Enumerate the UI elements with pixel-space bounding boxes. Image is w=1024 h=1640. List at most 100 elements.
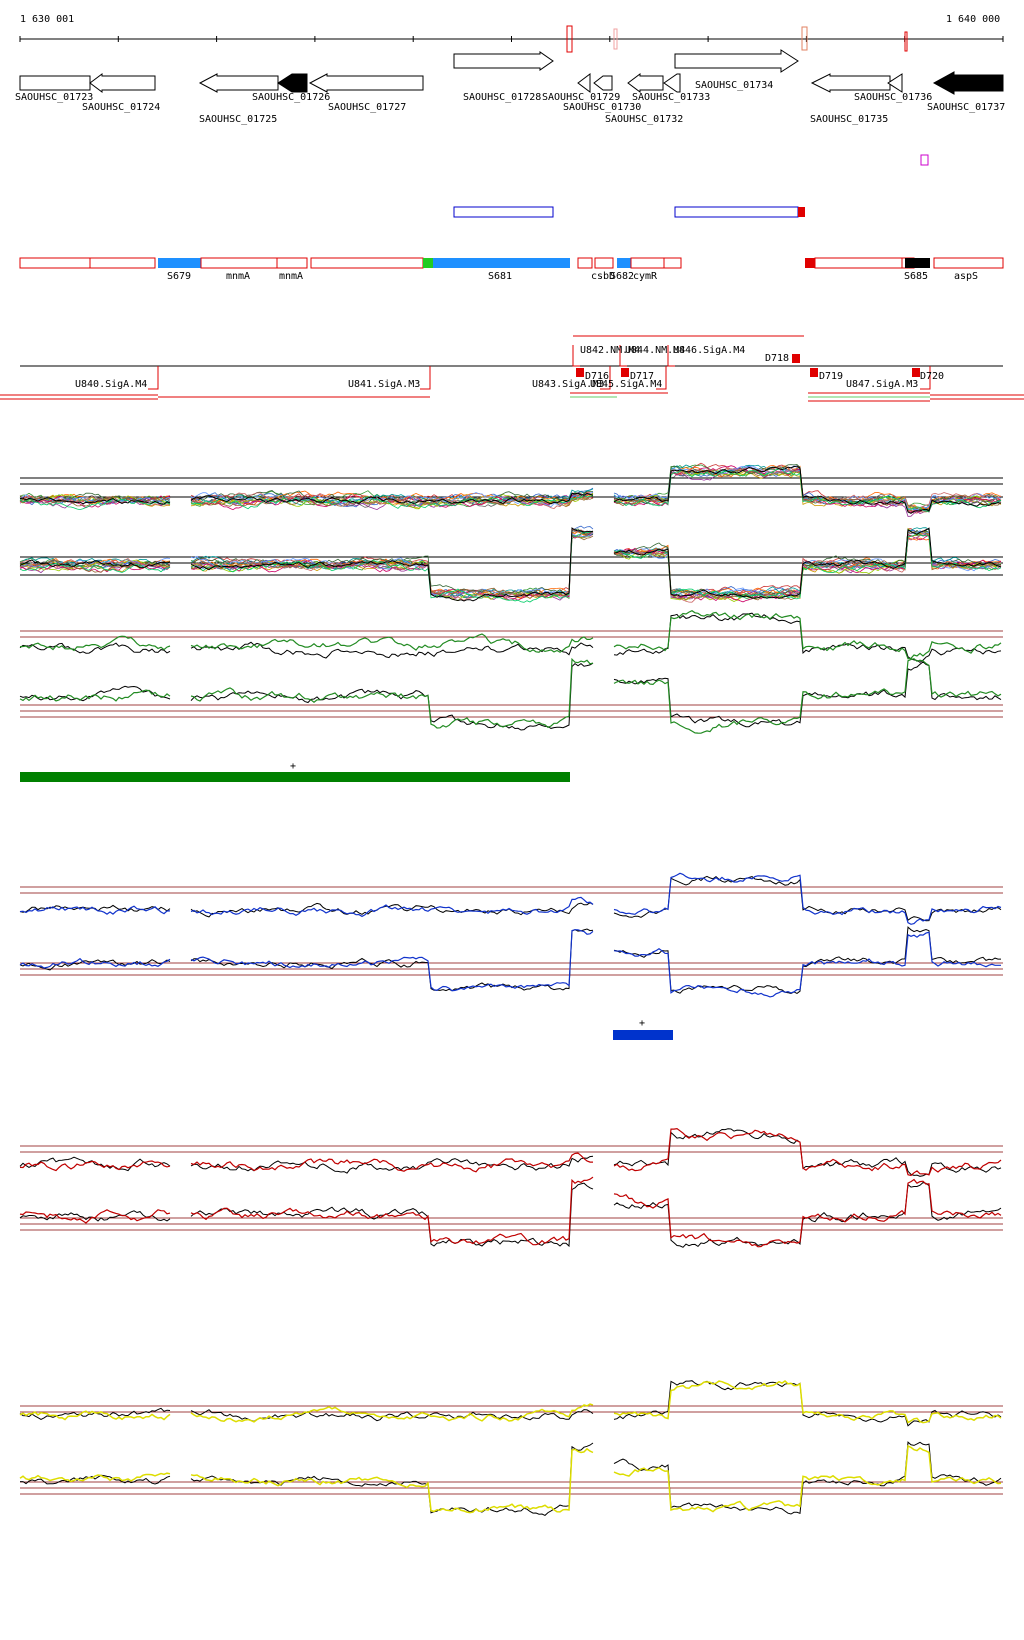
expression-trace	[19, 926, 1001, 995]
expression-trace	[19, 657, 1002, 734]
blue-feature	[453, 206, 554, 218]
promoter-label: U847.SigA.M3	[846, 379, 918, 390]
segment	[158, 258, 201, 268]
ruler-marker	[566, 25, 573, 53]
coord-end-label: 1 640 000	[946, 14, 1000, 25]
promoter-bracket	[420, 366, 431, 390]
terminator-box	[621, 368, 629, 377]
expression-trace	[19, 527, 1002, 602]
expression-trace	[19, 875, 1002, 922]
expression-trace	[19, 1380, 1002, 1427]
gene-label: SAOUHSC_01727	[328, 102, 406, 113]
terminator-label: D718	[765, 353, 789, 364]
blue-panel	[19, 872, 1003, 998]
promoter-label: U846.SigA.M4	[673, 345, 745, 356]
expression-trace	[19, 661, 1002, 731]
red-panel	[19, 1127, 1003, 1248]
segment-label: S685	[904, 271, 928, 282]
coordinate-ruler: 1 630 001 1 640 000	[19, 14, 1004, 53]
promoter-bracket	[920, 366, 931, 390]
segment	[663, 257, 682, 269]
promoter-bracket	[572, 345, 580, 367]
ruler-marker	[613, 28, 618, 50]
gene-label: SAOUHSC_01724	[82, 102, 160, 113]
terminator-label: D716	[585, 371, 609, 382]
gene-label: SAOUHSC_01723	[15, 92, 93, 103]
segment	[89, 257, 156, 269]
terminator-box	[576, 368, 584, 377]
plus-marker: +	[639, 1018, 645, 1029]
promoter-bracket	[148, 366, 159, 390]
segment-label: csbD	[591, 271, 615, 282]
ruler-marker	[801, 26, 808, 51]
terminator-label: D717	[630, 371, 654, 382]
segment	[933, 257, 1004, 269]
promoter-label: U842.NM.M4	[580, 345, 640, 356]
gene-label: SAOUHSC_01732	[605, 114, 683, 125]
expression-trace	[19, 1176, 1002, 1248]
expression-trace	[19, 612, 1002, 663]
terminator-label: D720	[920, 371, 944, 382]
gene-label: SAOUHSC_01733	[632, 92, 710, 103]
gene-arrow[interactable]	[663, 73, 681, 93]
gene-arrow[interactable]	[277, 73, 308, 93]
gene-label: SAOUHSC_01726	[252, 92, 330, 103]
ruler-marker	[904, 31, 908, 52]
segment-label: mnmA	[226, 271, 250, 282]
gene-label: SAOUHSC_01737	[927, 102, 1005, 113]
segment-label: S679	[167, 271, 191, 282]
terminator-label: D719	[819, 371, 843, 382]
segment	[617, 258, 631, 268]
expression-trace	[19, 1380, 1002, 1424]
segment	[310, 257, 424, 269]
green-panel	[19, 610, 1003, 734]
expression-trace	[19, 1127, 1002, 1177]
blue-region-bar	[613, 1030, 673, 1040]
gene-arrow[interactable]	[932, 71, 1004, 95]
gene-arrow[interactable]	[453, 51, 554, 71]
expression-trace	[19, 929, 1001, 998]
expression-trace	[19, 465, 1002, 514]
segment-label: mnmA	[279, 271, 303, 282]
gene-arrow[interactable]	[810, 73, 891, 93]
gene-arrow[interactable]	[674, 49, 799, 73]
gene-label: SAOUHSC_01725	[199, 114, 277, 125]
segment	[200, 257, 278, 269]
gene-label: SAOUHSC_01734	[695, 80, 773, 91]
gene-track: SAOUHSC_01723 SAOUHSC_01724 SAOUHSC_0172…	[15, 49, 1005, 125]
expression-trace	[19, 531, 1002, 603]
gene-arrow[interactable]	[593, 75, 613, 91]
promoter-label: U843.SigA.M3	[532, 379, 604, 390]
segment-track: S679 mnmA mnmA S681 csbD S682 cymR S685 …	[19, 257, 1004, 282]
gene-arrow[interactable]	[308, 73, 424, 93]
segment	[630, 257, 665, 269]
promoter-label: U844.NM.M4	[625, 345, 685, 356]
promoter-label: U841.SigA.M3	[348, 379, 420, 390]
yellow-panel	[19, 1380, 1003, 1516]
gene-label: SAOUHSC_01736	[854, 92, 932, 103]
expression-trace	[20, 1441, 1002, 1516]
expression-trace	[19, 528, 1002, 603]
promoter-label: U845.SigA.M4	[590, 379, 662, 390]
terminator-box	[792, 354, 800, 363]
gene-arrow[interactable]	[577, 73, 591, 93]
gene-label: SAOUHSC_01735	[810, 114, 888, 125]
gene-arrow[interactable]	[89, 73, 156, 93]
expression-trace	[19, 465, 1002, 511]
promoter-label: U840.SigA.M4	[75, 379, 147, 390]
promoter-bracket	[667, 345, 675, 367]
gene-arrow[interactable]	[19, 75, 91, 91]
gene-arrow[interactable]	[198, 73, 279, 93]
segment	[805, 258, 815, 268]
gene-arrow[interactable]	[627, 73, 664, 93]
magenta-feature	[920, 154, 929, 166]
multicolor-panel	[19, 462, 1003, 603]
segment	[433, 258, 570, 268]
gene-arrow[interactable]	[887, 73, 903, 93]
expression-trace	[19, 1444, 1002, 1514]
gene-label: SAOUHSC_01729	[542, 92, 620, 103]
segment	[276, 257, 308, 269]
expression-trace	[19, 872, 1002, 925]
segment	[577, 257, 593, 269]
